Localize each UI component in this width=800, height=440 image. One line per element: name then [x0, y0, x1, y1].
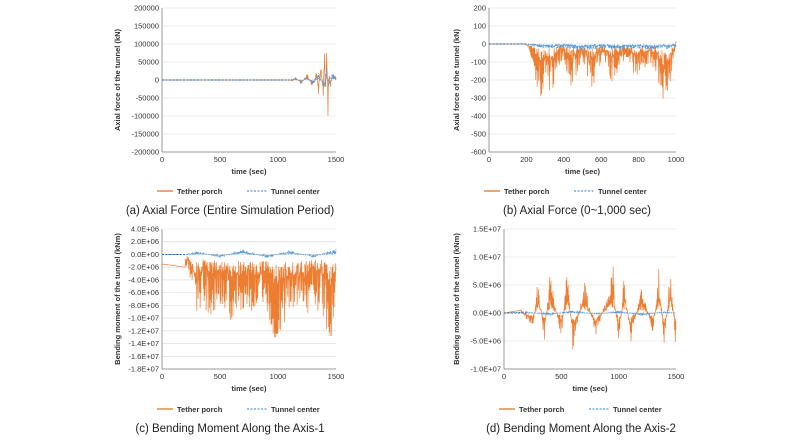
y-tick-label: 5.0E+06	[473, 281, 501, 290]
chart-caption: (d) Bending Moment Along the Axis-2	[486, 423, 676, 435]
y-axis-label: Bending moment of the tunnel (kNm)	[113, 233, 122, 365]
y-tick-label: -400	[471, 112, 486, 121]
chart-c: -1.8E+07 -1.6E+07 -1.4E+07 -1.2E+07 -1.0E+07…	[113, 225, 344, 436]
x-tick-label: 0	[160, 155, 164, 164]
x-tick-label: 600	[595, 155, 608, 164]
legend-label-tunnel-center: Tunnel center	[271, 187, 320, 196]
y-tick-label: 4.0E+06	[131, 225, 159, 234]
y-tick-label: -1.8E+07	[128, 365, 159, 374]
legend-label-tunnel-center: Tunnel center	[598, 187, 647, 196]
x-axis-label: time (sec)	[231, 167, 267, 176]
x-tick-label: 1000	[668, 155, 685, 164]
x-tick-label: 1000	[270, 372, 287, 381]
y-tick-label: 50000	[138, 58, 159, 67]
x-tick-label: 200	[520, 155, 533, 164]
legend-label-tether-porch: Tether porch	[519, 405, 565, 414]
y-tick-label: -1.0E+07	[470, 365, 501, 374]
y-tick-label: -500	[471, 130, 486, 139]
x-tick-label: 0	[502, 372, 506, 381]
y-axis-label: Axial force of the tunnel (kN)	[452, 28, 461, 131]
y-tick-label: -200000	[131, 148, 159, 157]
x-tick-label: 1000	[270, 155, 287, 164]
y-axis-label: Bending moment of the tunnel (kNm)	[452, 233, 461, 365]
x-tick-label: 1500	[328, 372, 345, 381]
y-tick-label: -150000	[131, 130, 159, 139]
y-tick-label: -1.2E+07	[128, 326, 159, 335]
x-tick-label: 500	[214, 155, 227, 164]
y-tick-label: -2.0E+06	[128, 263, 159, 272]
legend: Tether porch Tunnel center	[484, 187, 647, 196]
x-tick-label: 1500	[328, 155, 345, 164]
x-axis-label: time (sec)	[572, 384, 608, 393]
x-tick-label: 500	[214, 372, 227, 381]
chart-caption: (c) Bending Moment Along the Axis-1	[135, 423, 324, 435]
legend-label-tunnel-center: Tunnel center	[613, 405, 662, 414]
y-tick-label: -4.0E+06	[128, 275, 159, 284]
x-tick-label: 800	[632, 155, 645, 164]
y-tick-label: 1.5E+07	[473, 225, 501, 234]
y-tick-label: -8.0E+06	[128, 301, 159, 310]
chart-caption: (a) Axial Force (Entire Simulation Perio…	[126, 205, 335, 217]
y-tick-label: -100	[471, 58, 486, 67]
y-tick-label: -6.0E+06	[128, 288, 159, 297]
legend-label-tether-porch: Tether porch	[177, 405, 223, 414]
series-tether-porch-line	[161, 256, 337, 338]
series-tether-porch-line	[503, 266, 677, 350]
x-tick-label: 400	[558, 155, 571, 164]
y-tick-label: -1.4E+07	[128, 339, 159, 348]
y-tick-label: -1.6E+07	[128, 352, 159, 361]
y-tick-label: 200	[473, 4, 486, 13]
series-tunnel-center-line	[162, 67, 337, 87]
y-tick-label: 0	[482, 40, 486, 49]
x-tick-label: 0	[160, 372, 164, 381]
x-tick-label: 500	[555, 372, 568, 381]
chart-b: -600 -500 -400 -300 -200 -100 0 100 200 0 200 400 60…	[452, 4, 684, 218]
y-tick-label: 2.0E+06	[131, 237, 159, 246]
x-axis-label: time (sec)	[231, 384, 267, 393]
y-axis-label: Axial force of the tunnel (kN)	[113, 28, 122, 131]
y-tick-label: -5.0E+06	[470, 337, 501, 346]
legend-label-tunnel-center: Tunnel center	[271, 405, 320, 414]
y-tick-label: -300	[471, 94, 486, 103]
x-tick-label: 1000	[610, 372, 627, 381]
y-tick-label: -50000	[136, 94, 159, 103]
y-tick-label: -1.0E+07	[128, 314, 159, 323]
y-tick-label: -200	[471, 76, 486, 85]
legend: Tether porch Tunnel center	[499, 405, 662, 414]
y-tick-label: -600	[471, 148, 486, 157]
chart-a: -200000 -150000 -100000 -50000 0 50000 100000 1…	[113, 4, 344, 218]
y-tick-label: 100000	[134, 40, 159, 49]
y-tick-label: 150000	[134, 22, 159, 31]
chart-d: -1.0E+07 -5.0E+06 0.0E+00 5.0E+06 1.0E+07 1.5…	[452, 225, 684, 436]
y-tick-label: 100	[473, 22, 486, 31]
series-tunnel-center-line	[489, 42, 677, 51]
chart-caption: (b) Axial Force (0~1,000 sec)	[503, 205, 651, 217]
y-tick-label: 0.0E+00	[473, 309, 501, 318]
x-tick-label: 0	[487, 155, 491, 164]
y-tick-label: 200000	[134, 4, 159, 13]
x-axis-label: time (sec)	[565, 167, 601, 176]
y-tick-label: 0.0E+00	[131, 250, 159, 259]
series-tunnel-center-line	[503, 309, 677, 317]
y-tick-label: 1.0E+07	[473, 253, 501, 262]
y-tick-label: -100000	[131, 112, 159, 121]
series-tunnel-center-line	[162, 248, 337, 258]
legend: Tether porch Tunnel center	[157, 405, 320, 414]
legend: Tether porch Tunnel center	[157, 187, 320, 196]
legend-label-tether-porch: Tether porch	[504, 187, 550, 196]
x-tick-label: 1500	[668, 372, 685, 381]
legend-label-tether-porch: Tether porch	[177, 187, 223, 196]
y-tick-label: 0	[155, 76, 159, 85]
series-tether-porch-line	[489, 41, 677, 99]
